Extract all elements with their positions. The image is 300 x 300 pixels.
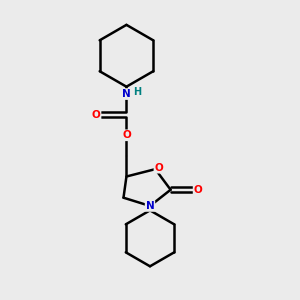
Text: N: N (146, 201, 154, 211)
Text: N: N (122, 89, 131, 99)
Text: H: H (134, 87, 142, 97)
Text: O: O (194, 185, 202, 195)
Text: O: O (122, 130, 131, 140)
Text: O: O (92, 110, 100, 120)
Text: O: O (154, 163, 163, 173)
